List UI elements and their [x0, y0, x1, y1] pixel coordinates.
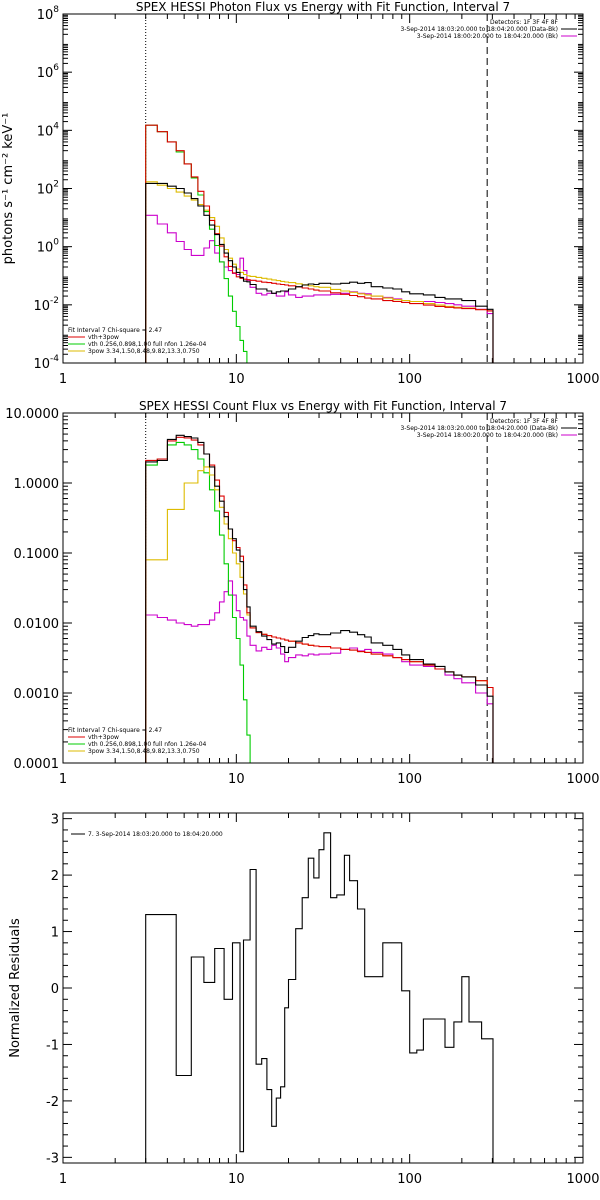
photon-fit-legend-entry: vth+3pow: [88, 334, 119, 341]
photon-y-tick-base: 10: [33, 357, 50, 372]
photon-fit-legend-entry: vth 0.256,0.898,1.00 full nfon 1.26e-04: [88, 341, 207, 348]
photon-series-vth: [145, 124, 262, 363]
photon-x-tick-label: 10: [228, 372, 245, 387]
count-y-tick-base: 0.0001: [14, 757, 60, 772]
photon-series-3pow: [145, 181, 494, 363]
photon-y-tick-label: 100: [37, 238, 60, 256]
photon-fit-legend-entry: 3pow 3.34,1.50,8.48,9.82,13.3,0.750: [88, 348, 200, 355]
resid-plot-frame: [62, 812, 584, 1164]
photon-fit-legend-entry: Fit Interval 7 Chi-square = 2.47: [68, 327, 162, 334]
count-title: SPEX HESSI Count Flux vs Energy with Fit…: [139, 399, 507, 413]
count-y-tick-base: 0.0100: [14, 617, 60, 632]
photon-x-tick-label: 1: [59, 372, 67, 387]
photon-series-vth-3pow: [145, 124, 494, 363]
resid-y-axis-label: Normalized Residuals: [8, 918, 23, 1058]
count-fit-legend-entry: 3pow 3.34,1.50,8.48,9.82,13.3,0.750: [88, 748, 200, 755]
photon-y-tick-exponent: 8: [53, 5, 59, 15]
photon-legend-entry: Detectors: 1F 3F 4F 8F: [490, 19, 559, 26]
photon-legend-entry: 3-Sep-2014 18:03:20.000 to 18:04:20.000 …: [400, 26, 558, 33]
count-y-tick-label: 1.0000: [14, 477, 60, 492]
count-x-tick-label: 1: [59, 772, 67, 787]
photon-y-axis-label: photons s⁻¹ cm⁻² keV⁻¹: [1, 113, 16, 265]
count-y-tick-label: 0.0100: [14, 617, 60, 632]
photon-x-tick-label: 100: [397, 372, 422, 387]
photon-y-tick-exponent: 0: [53, 238, 59, 248]
resid-series-residuals: [145, 832, 494, 1163]
count-y-tick-label: 0.0001: [14, 757, 60, 772]
count-series-vth-3pow: [145, 436, 494, 763]
count-y-tick-label: 0.1000: [14, 547, 60, 562]
resid-y-tick-label: -1: [46, 1038, 59, 1053]
resid-y-tick-label: 1: [51, 926, 59, 941]
count-fit-legend-entry: Fit Interval 7 Chi-square = 2.47: [68, 727, 162, 734]
resid-legend-entry: 7. 3-Sep-2014 18:03:20.000 to 18:04:20.0…: [88, 831, 223, 838]
photon-legend-entry: 3-Sep-2014 18:00:20.000 to 18:04:20.000 …: [417, 33, 558, 40]
count-y-tick-base: 10.0000: [5, 407, 59, 422]
photon-y-tick-label: 10-4: [33, 354, 59, 372]
count-series-bk: [145, 580, 494, 763]
resid-y-tick-base: -3: [46, 1151, 59, 1166]
photon-y-tick-base: 10: [37, 183, 54, 198]
resid-y-tick-base: 3: [51, 813, 59, 828]
photon-y-tick-base: 10: [37, 241, 54, 256]
photon-x-tick-label: 1000: [566, 372, 599, 387]
count-plot-frame: [62, 412, 584, 764]
photon-y-tick-exponent: 2: [53, 180, 59, 190]
count-legend-entry: 3-Sep-2014 18:03:20.000 to 18:04:20.000 …: [400, 425, 558, 432]
resid-x-tick-label: 10: [228, 1172, 245, 1187]
count-x-tick-label: 10: [228, 772, 245, 787]
count-y-tick-base: 0.1000: [14, 547, 60, 562]
photon-title: SPEX HESSI Photon Flux vs Energy with Fi…: [136, 0, 510, 14]
photon-y-tick-exponent: -4: [50, 354, 59, 364]
photon-y-tick-base: 10: [37, 66, 54, 81]
count-fit-legend-entry: vth+3pow: [88, 734, 119, 741]
resid-y-tick-label: 0: [51, 982, 59, 997]
resid-y-tick-label: -3: [46, 1151, 59, 1166]
photon-y-tick-base: 10: [37, 124, 54, 139]
resid-y-tick-base: 0: [51, 982, 59, 997]
photon-series-data-bk: [145, 182, 494, 363]
count-x-tick-label: 1000: [566, 772, 599, 787]
photon-y-tick-exponent: 6: [53, 63, 59, 73]
count-legend-entry: 3-Sep-2014 18:00:20.000 to 18:04:20.000 …: [417, 432, 558, 439]
photon-y-tick-label: 108: [37, 5, 60, 23]
count-fit-legend-entry: vth 0.256,0.898,1.00 full nfon 1.26e-04: [88, 741, 207, 748]
count-series-vth: [145, 441, 256, 763]
count-x-tick-label: 100: [397, 772, 422, 787]
resid-y-tick-label: 2: [51, 869, 59, 884]
photon-y-tick-base: 10: [37, 8, 54, 23]
photon-flux-panel: SPEX HESSI Photon Flux vs Energy with Fi…: [1, 0, 600, 387]
resid-y-tick-label: 3: [51, 813, 59, 828]
photon-y-tick-exponent: 4: [53, 121, 59, 131]
count-legend-entry: Detectors: 1F 3F 4F 8F: [490, 418, 559, 425]
resid-y-tick-base: 1: [51, 926, 59, 941]
photon-y-tick-label: 10-2: [33, 296, 59, 314]
count-series-3pow: [145, 466, 494, 763]
count-y-tick-base: 0.0010: [14, 687, 60, 702]
photon-plot-frame: [62, 13, 584, 364]
resid-y-tick-label: -2: [46, 1095, 59, 1110]
photon-y-tick-exponent: -2: [50, 296, 59, 306]
resid-y-tick-base: -2: [46, 1095, 59, 1110]
count-y-tick-label: 10.0000: [5, 407, 59, 422]
photon-y-tick-base: 10: [33, 299, 50, 314]
resid-x-tick-label: 1: [59, 1172, 67, 1187]
resid-y-tick-base: 2: [51, 869, 59, 884]
photon-y-tick-label: 102: [37, 180, 59, 198]
photon-y-tick-label: 106: [37, 63, 60, 81]
count-y-tick-base: 1.0000: [14, 477, 60, 492]
count-series-data-bk: [145, 434, 494, 763]
photon-y-tick-label: 104: [37, 121, 60, 139]
count-y-tick-label: 0.0010: [14, 687, 60, 702]
resid-x-tick-label: 1000: [566, 1172, 599, 1187]
count-flux-panel: SPEX HESSI Count Flux vs Energy with Fit…: [5, 399, 599, 787]
resid-y-tick-base: -1: [46, 1038, 59, 1053]
resid-x-tick-label: 100: [397, 1172, 422, 1187]
